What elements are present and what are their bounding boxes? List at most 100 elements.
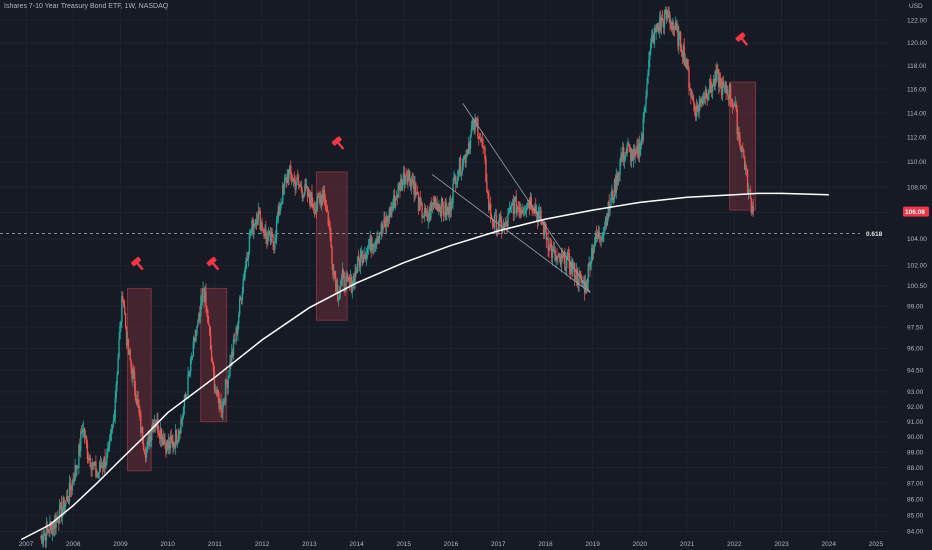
candle-body [533, 210, 535, 214]
candle-body [175, 429, 178, 443]
candle-body [161, 436, 164, 441]
candle-body [598, 231, 600, 239]
candle-body [363, 257, 365, 259]
candlestick-series [40, 6, 754, 549]
candle-body [746, 169, 749, 193]
candle-body [174, 429, 177, 449]
candle-body [410, 179, 413, 188]
candle-body [171, 439, 173, 441]
candle-body [251, 219, 253, 229]
candle-body [438, 204, 440, 212]
candle-body [394, 197, 397, 208]
candle-body [369, 235, 371, 245]
candle-body [353, 276, 355, 285]
candle-body [428, 208, 430, 219]
candle-body [197, 320, 199, 327]
candle-body [211, 360, 214, 363]
y-tick-label: 120.00 [907, 40, 927, 47]
candle-body [469, 135, 472, 149]
candle-body [664, 10, 667, 14]
candle-body [659, 17, 661, 31]
candle-body [510, 204, 513, 207]
candle-body [709, 78, 711, 93]
candle-body [466, 149, 468, 158]
candle-body [125, 326, 128, 345]
y-tick-label: 97.50 [907, 324, 924, 331]
hammer-head [206, 256, 217, 267]
candle-body [122, 296, 124, 302]
candle-body [252, 219, 254, 233]
candle-body [439, 210, 442, 217]
candle-body [59, 502, 62, 505]
candle-body [483, 147, 485, 149]
y-tick-label: 110.00 [907, 159, 927, 166]
candle-body [528, 205, 531, 209]
candle-body [92, 462, 94, 466]
candle-body [582, 282, 584, 284]
candle-body [130, 360, 132, 367]
currency-label: USD [909, 3, 923, 10]
candle-body [380, 223, 383, 235]
candle-body [589, 262, 591, 270]
candle-body [443, 213, 445, 215]
candle-body [574, 278, 577, 280]
candle-body [495, 215, 498, 235]
candle-body [591, 248, 593, 262]
candle-body [682, 45, 685, 57]
candle-body [120, 321, 122, 326]
candle-body [468, 142, 471, 149]
candle-body [555, 255, 557, 261]
candle-body [346, 274, 348, 277]
candle-body [297, 177, 299, 181]
candle-body [325, 206, 328, 208]
candle-body [367, 246, 370, 248]
candle-body [673, 29, 676, 30]
candle-body [115, 384, 117, 399]
hammer-head [735, 32, 746, 42]
candle-body [102, 467, 105, 469]
candle-body [215, 390, 218, 395]
candle-body [393, 195, 396, 208]
candle-body [731, 100, 734, 106]
candle-body [371, 244, 373, 251]
candle-body [454, 176, 456, 177]
candle-body [650, 35, 653, 43]
candle-body [411, 179, 414, 182]
candle-body [570, 261, 572, 274]
candle-body [419, 197, 422, 205]
candle-body [540, 210, 542, 224]
candle-body [509, 206, 512, 208]
candle-body [158, 434, 161, 439]
candle-body [397, 184, 399, 198]
candle-body [401, 178, 403, 189]
candle-body [221, 411, 223, 413]
candle-body [48, 531, 50, 533]
candle-body [687, 59, 689, 70]
candle-body [253, 224, 255, 233]
candle-body [254, 224, 256, 226]
candle-body [343, 272, 345, 288]
candle-body [341, 270, 344, 279]
candle-body [342, 270, 344, 273]
candle-body [250, 228, 252, 234]
candle-body [360, 250, 362, 254]
candle-body [478, 136, 480, 139]
candle-body [246, 258, 249, 260]
candle-body [354, 270, 356, 285]
candle-body [310, 192, 312, 207]
candle-body [424, 207, 427, 214]
candle-body [178, 430, 180, 436]
candle-body [677, 27, 679, 47]
candle-body [679, 32, 681, 34]
candle-body [612, 190, 614, 201]
hammer-icon [331, 136, 345, 150]
y-tick-label: 86.00 [907, 496, 924, 503]
candle-body [441, 198, 444, 206]
candle-body [728, 84, 731, 99]
candle-body [387, 219, 390, 222]
candle-body [436, 202, 438, 205]
candle-body [249, 233, 252, 234]
candle-body [722, 81, 725, 87]
